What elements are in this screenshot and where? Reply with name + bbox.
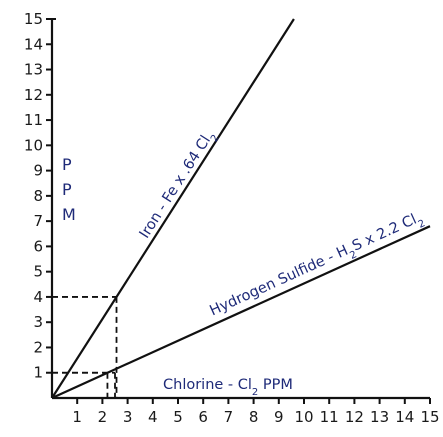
x-tick-label-3: 3 bbox=[123, 408, 133, 426]
y-tick-label-12: 12 bbox=[24, 86, 43, 104]
x-tick-label-8: 8 bbox=[249, 408, 259, 426]
iron-line bbox=[51, 18, 295, 399]
x-tick-label-10: 10 bbox=[294, 408, 313, 426]
y-tick-label-7: 7 bbox=[33, 212, 43, 230]
y-tick-label-5: 5 bbox=[33, 263, 43, 281]
y-tick-label-10: 10 bbox=[24, 136, 43, 154]
ppm-letter-0: P bbox=[62, 155, 72, 174]
y-tick-label-3: 3 bbox=[33, 313, 43, 331]
hydrogen-sulfide-line-label: Hydrogen Sulfide - H2S x 2.2 Cl2 bbox=[207, 209, 426, 324]
x-tick-label-7: 7 bbox=[224, 408, 234, 426]
y-tick-label-4: 4 bbox=[33, 288, 43, 306]
iron-line-label: Iron - Fe x .64 Cl2 bbox=[137, 128, 221, 244]
y-tick-label-11: 11 bbox=[24, 111, 43, 129]
x-tick-label-14: 14 bbox=[395, 408, 414, 426]
x-tick-label-13: 13 bbox=[370, 408, 389, 426]
x-tick-label-11: 11 bbox=[320, 408, 339, 426]
x-tick-label-4: 4 bbox=[148, 408, 158, 426]
x-tick-label-5: 5 bbox=[173, 408, 183, 426]
x-axis-caption: Chlorine - Cl2 PPM bbox=[163, 377, 293, 398]
y-tick-label-8: 8 bbox=[33, 187, 43, 205]
y-tick-label-9: 9 bbox=[33, 162, 43, 180]
x-tick-label-12: 12 bbox=[345, 408, 364, 426]
x-tick-label-15: 15 bbox=[420, 408, 439, 426]
y-tick-label-15: 15 bbox=[24, 10, 43, 28]
x-tick-label-1: 1 bbox=[72, 408, 82, 426]
y-tick-label-14: 14 bbox=[24, 35, 43, 53]
x-tick-label-9: 9 bbox=[274, 408, 284, 426]
x-tick-label-2: 2 bbox=[98, 408, 108, 426]
ppm-letter-2: M bbox=[62, 205, 76, 224]
y-tick-label-13: 13 bbox=[24, 61, 43, 79]
y-tick-label-2: 2 bbox=[33, 338, 43, 356]
hydrogen-sulfide-line bbox=[51, 225, 431, 400]
x-tick-label-6: 6 bbox=[198, 408, 208, 426]
y-tick-label-1: 1 bbox=[33, 364, 43, 382]
y-tick-label-6: 6 bbox=[33, 237, 43, 255]
ppm-letter-1: P bbox=[62, 180, 72, 199]
